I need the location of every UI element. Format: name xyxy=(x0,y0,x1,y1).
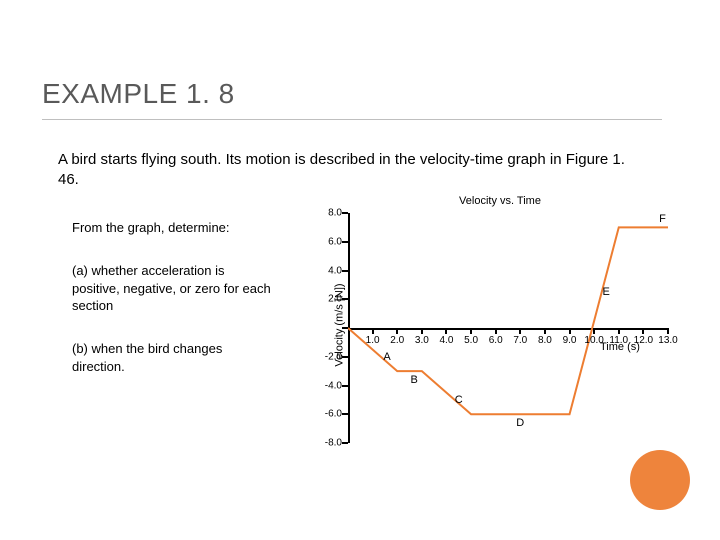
x-tick xyxy=(642,328,644,334)
x-tick xyxy=(396,328,398,334)
x-tick-label: 9.0 xyxy=(563,335,577,346)
segment-label: C xyxy=(455,394,463,406)
chart-title: Velocity vs. Time xyxy=(300,195,700,207)
x-tick xyxy=(544,328,546,334)
y-tick-label: 6.0 xyxy=(312,236,342,247)
x-tick xyxy=(667,328,669,334)
y-tick xyxy=(342,241,348,243)
y-tick-label: 8.0 xyxy=(312,208,342,219)
velocity-line xyxy=(348,227,668,414)
y-tick xyxy=(342,413,348,415)
segment-label: E xyxy=(602,286,609,298)
x-tick-label: 3.0 xyxy=(415,335,429,346)
question-a: (a) whether acceleration is positive, ne… xyxy=(72,262,272,315)
x-tick xyxy=(618,328,620,334)
x-tick-label: 10.0 xyxy=(584,335,603,346)
prompt-text: From the graph, determine: xyxy=(72,220,272,235)
x-tick-label: 13.0 xyxy=(658,335,677,346)
segment-label: D xyxy=(516,417,524,429)
x-tick xyxy=(445,328,447,334)
y-tick-label: -8.0 xyxy=(312,438,342,449)
y-tick xyxy=(342,442,348,444)
velocity-time-chart: Velocity vs. Time Velocity (m/s [N]) Tim… xyxy=(300,195,700,455)
y-tick xyxy=(342,356,348,358)
x-tick xyxy=(569,328,571,334)
x-tick-label: 7.0 xyxy=(513,335,527,346)
y-tick-label: 4.0 xyxy=(312,265,342,276)
segment-label: F xyxy=(659,213,666,225)
x-tick-label: 8.0 xyxy=(538,335,552,346)
x-tick-label: 11.0 xyxy=(609,335,628,346)
page-title: EXAMPLE 1. 8 xyxy=(42,78,235,110)
x-tick xyxy=(470,328,472,334)
x-tick xyxy=(421,328,423,334)
x-tick xyxy=(495,328,497,334)
x-tick xyxy=(519,328,521,334)
accent-circle-decoration xyxy=(630,450,690,510)
y-tick xyxy=(342,327,348,329)
x-tick-label: 4.0 xyxy=(440,335,454,346)
title-underline xyxy=(42,119,662,120)
x-tick-label: 6.0 xyxy=(489,335,503,346)
x-tick-label: 1.0 xyxy=(366,335,380,346)
y-tick-label: -6.0 xyxy=(312,409,342,420)
y-tick-label: -2.0 xyxy=(312,351,342,362)
x-tick-label: 2.0 xyxy=(390,335,404,346)
y-tick xyxy=(342,270,348,272)
segment-label: A xyxy=(383,351,390,363)
intro-text: A bird starts flying south. Its motion i… xyxy=(58,150,638,191)
question-b: (b) when the bird changes direction. xyxy=(72,340,272,375)
segment-label: B xyxy=(410,374,417,386)
x-tick xyxy=(593,328,595,334)
y-tick xyxy=(342,212,348,214)
x-tick-label: 12.0 xyxy=(634,335,653,346)
y-tick-label: -4.0 xyxy=(312,380,342,391)
plot-area: 8.06.04.02.0-2.0-4.0-6.0-8.01.02.03.04.0… xyxy=(348,213,668,443)
y-tick-label: 2.0 xyxy=(312,294,342,305)
x-tick xyxy=(372,328,374,334)
x-tick-label: 5.0 xyxy=(464,335,478,346)
y-tick xyxy=(342,385,348,387)
y-tick xyxy=(342,298,348,300)
